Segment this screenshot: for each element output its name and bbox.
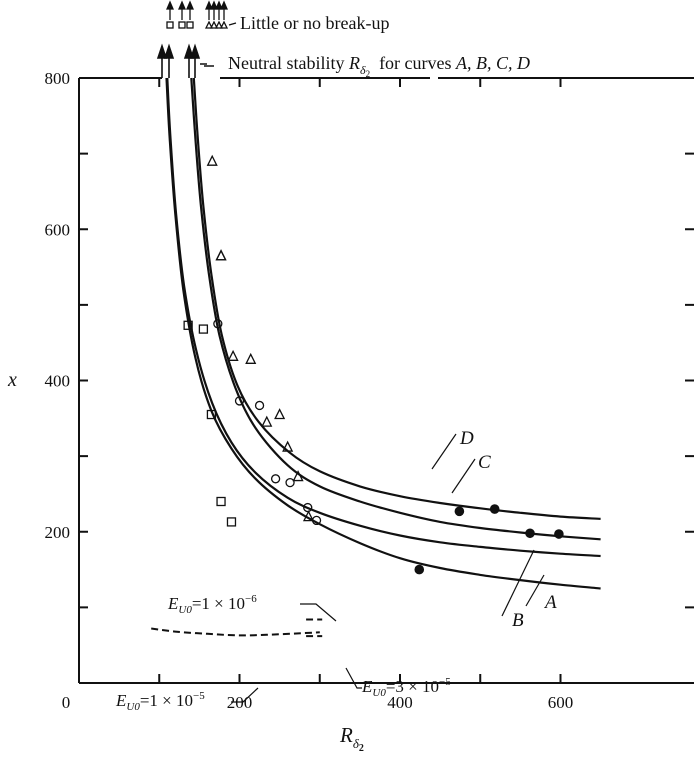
marker-triangle [215,249,227,261]
curves [165,77,601,590]
curve-label-leaders [431,433,545,617]
x-tick-label: 400 [387,693,413,712]
marker-square [206,409,217,420]
e-label-3: EU0=3 × 10−5 [345,667,451,699]
marker-triangle [261,415,273,427]
marker-circle-filled [554,529,564,539]
breakup-label: Little or no break-up [240,13,389,33]
x-tick-label: 0 [62,693,71,712]
neutral-stability-label: Neutral stability Rδ2 for curves A, B, C… [228,53,530,79]
curve-label-b: B [512,610,524,631]
y-axis-title: x [7,369,17,391]
marker-circle-open [285,477,295,488]
marker-triangle [292,470,304,482]
curve-label-d: D [459,428,474,449]
marker-triangle [274,408,286,420]
curve-a-leader [525,574,545,607]
marker-circle-open [270,474,281,484]
marker-triangle [227,349,239,361]
marker-square [216,496,226,507]
curve-label-a: A [543,592,557,613]
e-label-2: EU0=1 × 10−5 [115,687,259,713]
marker-square [183,320,193,330]
marker-square [198,324,209,334]
marker-circle-filled [414,564,425,575]
x-axis-title: Rδ2 [339,723,364,754]
marker-square [226,517,237,527]
curve-b [166,77,601,558]
curve-a [165,77,601,590]
svg-text:EU0=3 × 10−5: EU0=3 × 10−5 [361,676,451,699]
x-tick-label: 600 [548,693,574,712]
y-tick-label: 800 [45,69,71,88]
marker-circle-open [254,400,265,411]
marker-triangle [206,154,218,166]
curve-d-leader [431,433,457,470]
marker-circle-filled [489,504,500,514]
y-tick-label: 400 [45,372,71,391]
svg-text:EU0=1 × 10−5: EU0=1 × 10−5 [115,690,205,713]
marker-triangle [282,440,294,452]
marker-circle-open [303,502,313,513]
e-label-1: EU0=1 × 10−6 [167,593,337,622]
y-tick-label: 600 [45,220,71,239]
curve-b-leader [501,549,535,617]
marker-circle-filled [525,528,535,539]
y-tick-label: 200 [45,523,71,542]
curve-label-c: C [478,452,491,473]
svg-text:EU0=1 × 10−6: EU0=1 × 10−6 [167,593,257,616]
e-line-2 [151,627,320,637]
breakup-markers [166,0,237,29]
ticks [79,78,694,683]
marker-triangle [302,510,315,522]
marker-circle-filled [454,506,465,517]
marker-circle-open [213,319,223,329]
curve-d [192,77,601,520]
marker-triangle [245,352,257,364]
neutral-stability-arrows [156,43,214,78]
markers [183,154,564,575]
marker-circle-open [311,515,322,526]
marker-circle-open [234,396,245,406]
e-lines [151,618,323,638]
curve-c-leader [451,458,476,494]
